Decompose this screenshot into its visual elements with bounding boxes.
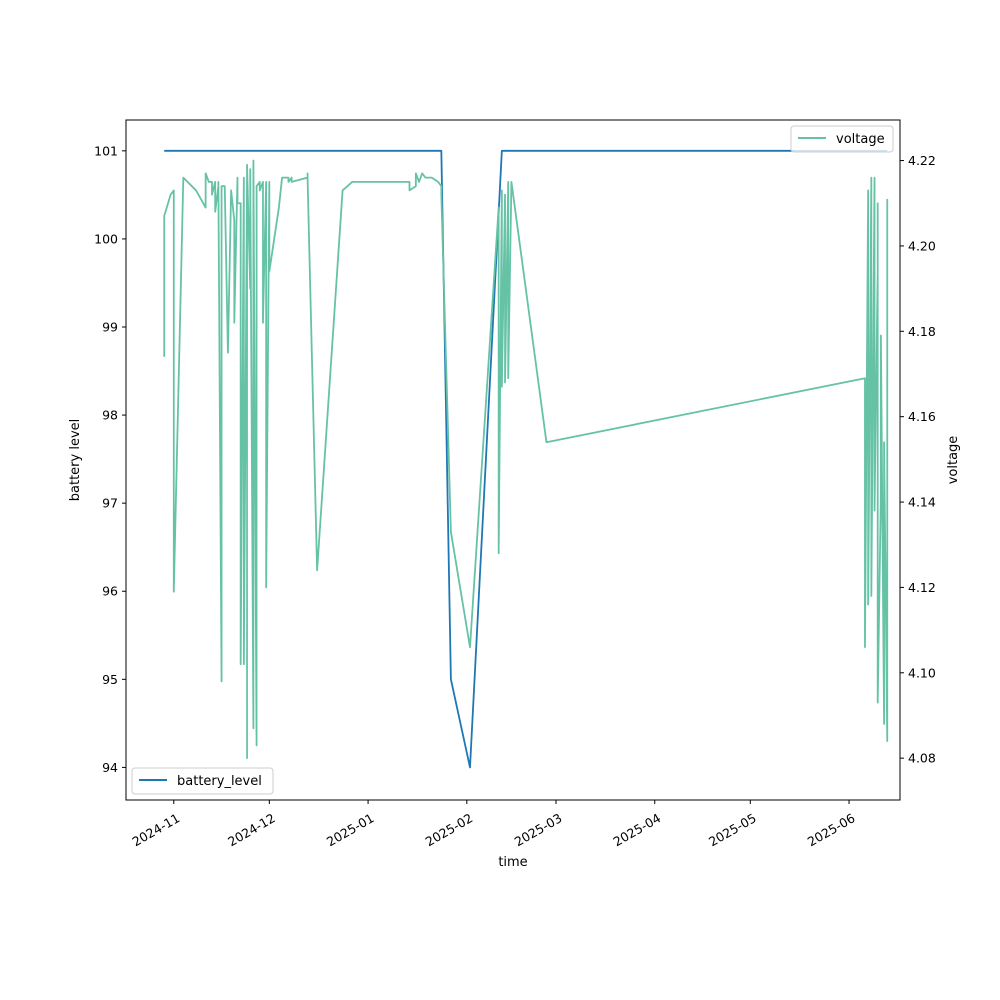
legend-battery-level: battery_level — [131, 767, 274, 795]
y-left-tick-label: 95 — [102, 672, 118, 687]
y-left-tick-label: 99 — [102, 319, 118, 334]
y-axis-left-title: battery level — [68, 419, 83, 502]
x-tick-label: 2025-03 — [512, 810, 565, 849]
x-axis-title: time — [498, 855, 527, 870]
x-tick-label: 2024-12 — [225, 810, 278, 849]
y-left-tick-label: 101 — [94, 143, 118, 158]
y-right-tick-label: 4.08 — [908, 751, 936, 766]
x-tick-label: 2025-05 — [706, 810, 759, 849]
legend-box — [131, 767, 274, 795]
x-tick-label: 2024-11 — [130, 810, 183, 849]
y-right-tick-label: 4.20 — [908, 238, 936, 253]
y-left-tick-label: 94 — [102, 760, 118, 775]
y-right-tick-label: 4.22 — [908, 153, 936, 168]
plot-frame — [125, 119, 901, 801]
series-line-battery-level — [164, 149, 888, 769]
y-right-tick-label: 4.16 — [908, 409, 936, 424]
legend-voltage: voltage — [790, 125, 894, 153]
y-right-tick-label: 4.14 — [908, 495, 936, 510]
y-left-tick-label: 97 — [102, 496, 118, 511]
legend-box — [790, 125, 894, 153]
x-axis: 2024-11 2024-12 2025-01 2025-02 2025-03 2025-… — [130, 800, 858, 849]
legend-label-voltage: voltage — [836, 132, 885, 147]
y-left-tick-label: 98 — [102, 408, 118, 423]
series-layer — [163, 149, 889, 769]
y-axis-right: 4.08 4.10 4.12 4.14 4.16 4.18 4.20 4.22 — [900, 153, 936, 766]
y-right-tick-label: 4.10 — [908, 665, 936, 680]
x-tick-label: 2025-01 — [324, 810, 377, 849]
x-tick-label: 2025-04 — [611, 810, 664, 849]
x-tick-label: 2025-06 — [805, 810, 858, 849]
y-left-tick-label: 100 — [94, 231, 118, 246]
y-axis-right-title: voltage — [946, 436, 961, 485]
legend-label-battery-level: battery_level — [177, 774, 262, 789]
y-left-tick-label: 96 — [102, 584, 118, 599]
y-axis-left: 94 95 96 97 98 99 100 101 — [94, 143, 126, 775]
x-tick-label: 2025-02 — [423, 810, 476, 849]
series-line-voltage — [163, 159, 889, 760]
y-right-tick-label: 4.18 — [908, 324, 936, 339]
y-right-tick-label: 4.12 — [908, 580, 936, 595]
